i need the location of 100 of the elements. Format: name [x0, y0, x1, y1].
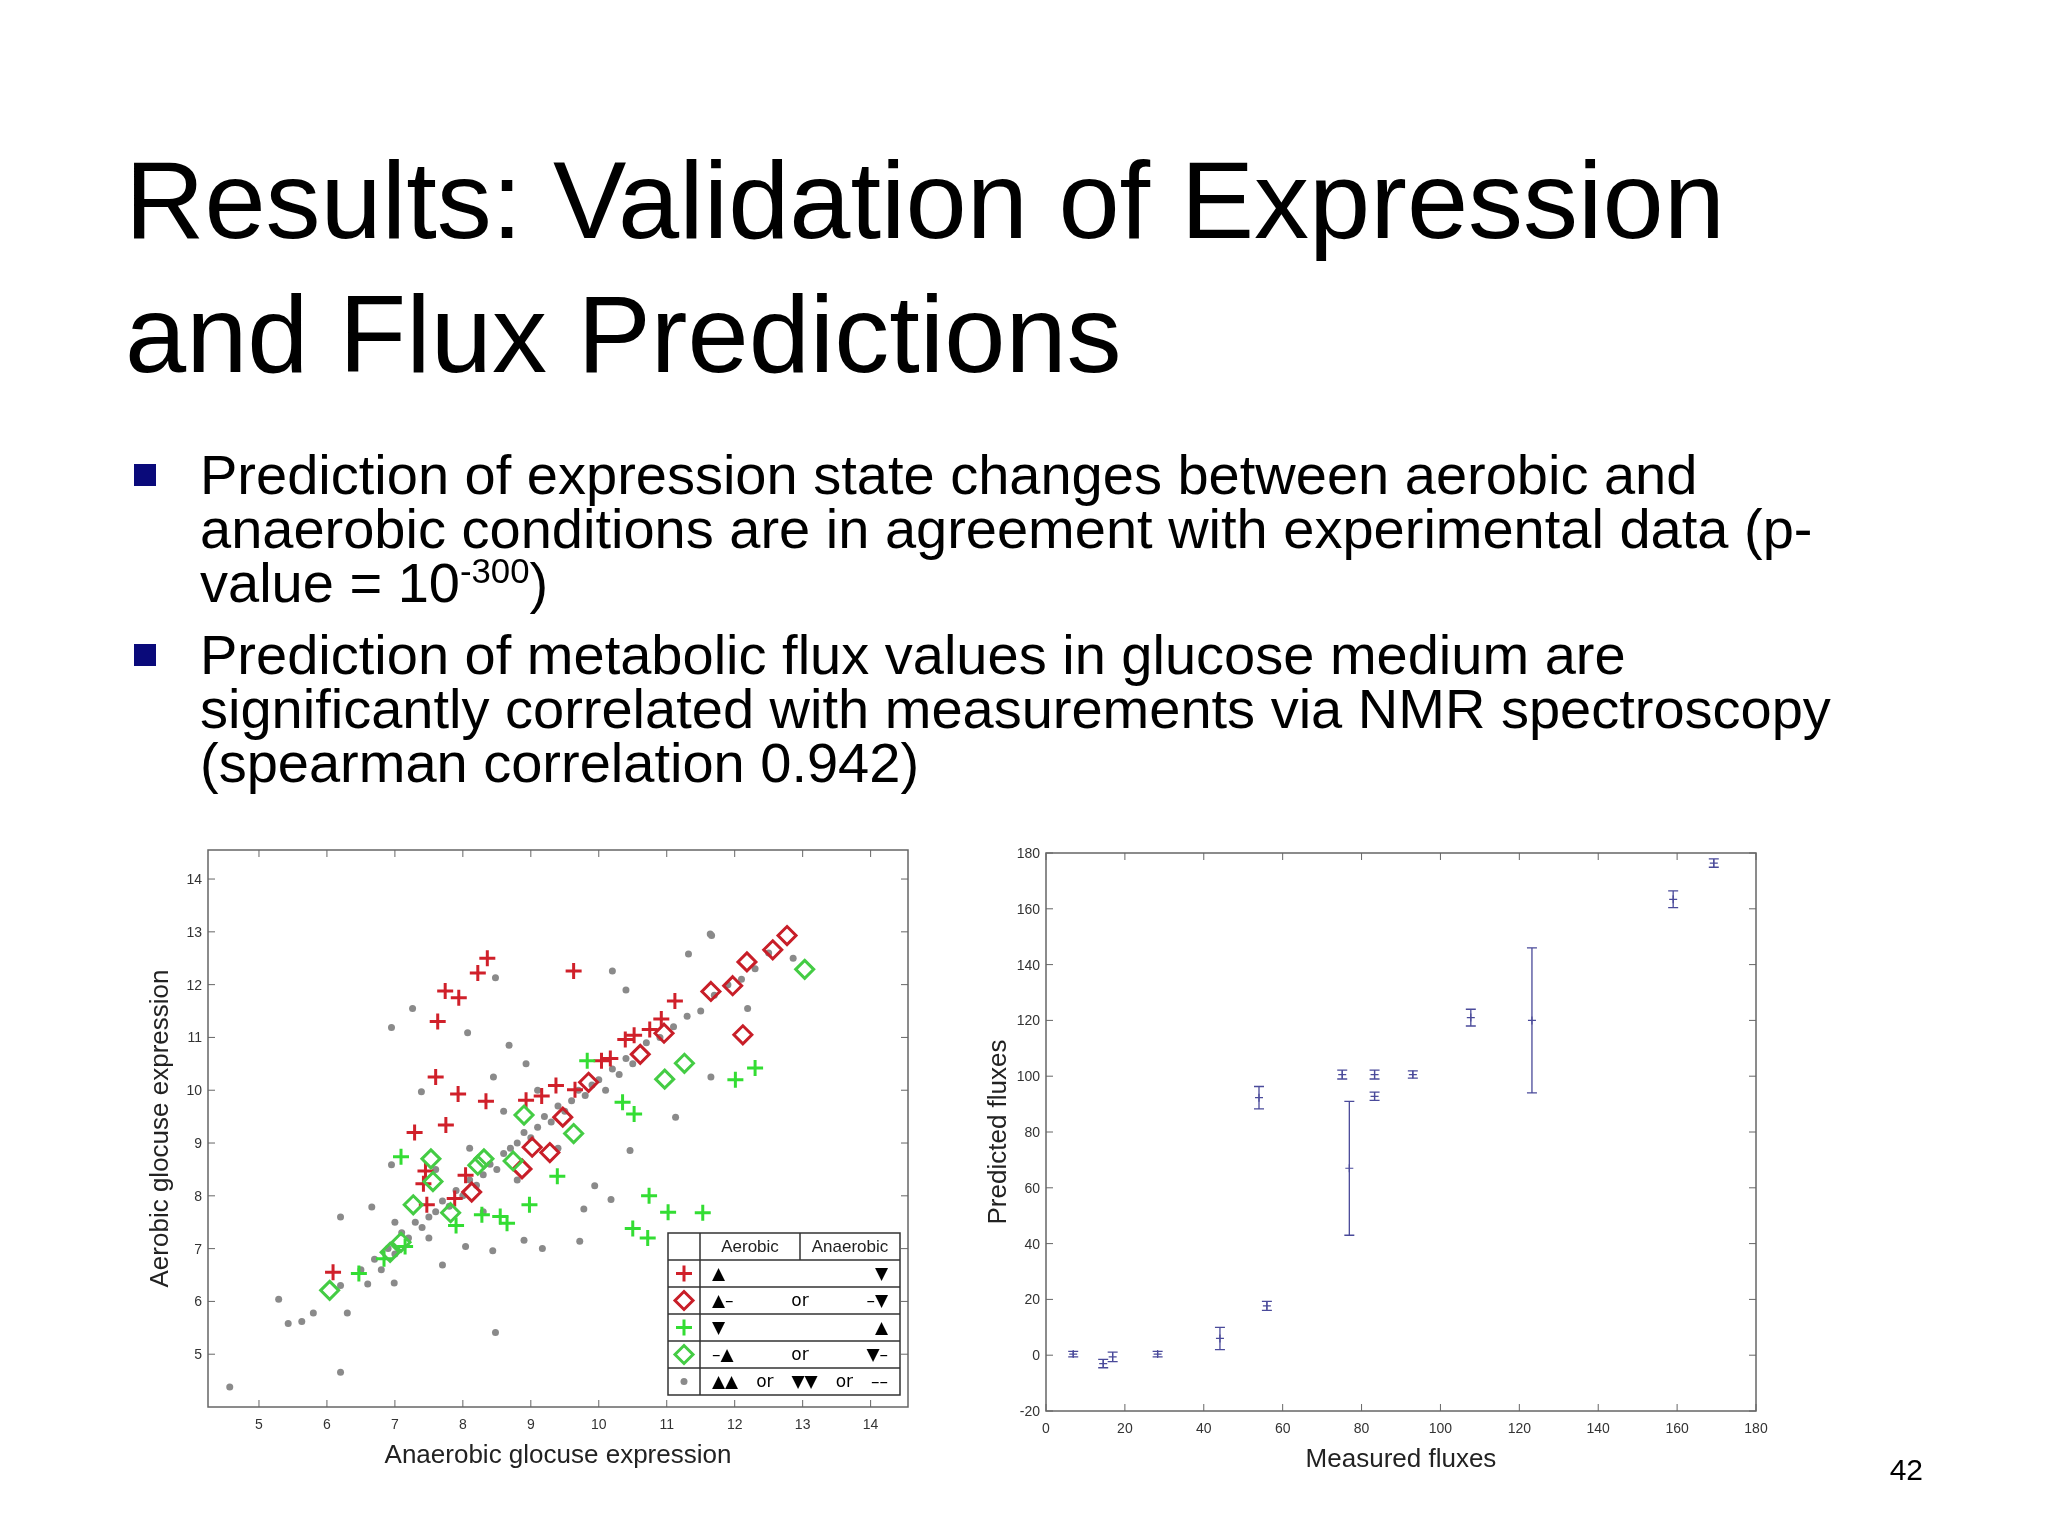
- y-tick-label: 60: [1024, 1179, 1041, 1196]
- x-tick-label: 140: [1586, 1420, 1611, 1436]
- point: [473, 1148, 495, 1170]
- x-tick-label: 5: [255, 1416, 264, 1432]
- point: [456, 1165, 476, 1185]
- point: [794, 958, 816, 980]
- point: [745, 1058, 765, 1078]
- point: [722, 975, 744, 997]
- x-axis-title: Measured fluxes: [1305, 1443, 1497, 1473]
- x-tick-label: 10: [590, 1416, 607, 1432]
- point: [519, 1195, 539, 1215]
- point: [446, 1215, 466, 1235]
- x-axis-title: Anaerobic glocuse expression: [384, 1439, 732, 1469]
- point: [600, 1049, 620, 1069]
- point: [390, 1231, 412, 1253]
- point: [349, 1263, 369, 1283]
- annotation: Aerobic: [721, 1237, 780, 1256]
- y-tick-label: 9: [194, 1135, 203, 1152]
- point: [516, 1090, 536, 1110]
- point: [435, 981, 455, 1001]
- point: [615, 1030, 635, 1050]
- y-tick-label: 20: [1024, 1291, 1041, 1308]
- text: Prediction of expression state changes between aerobic and anaerobic conditions are in agreement with experimental data (p-value = 10$^{-300}$): [200, 443, 1813, 614]
- legend-label: ▲– or –▼: [712, 1290, 889, 1310]
- text: Prediction of metabolic flux values in glucose medium are significantly correlated with measurements via NMR spectroscopy (spearman correlation 0.942): [200, 623, 1831, 794]
- point: [552, 1106, 574, 1128]
- x-tick-label: 80: [1353, 1420, 1370, 1436]
- y-tick-label: 5: [194, 1346, 203, 1363]
- point: [502, 1150, 524, 1172]
- point: [658, 1202, 678, 1222]
- point: [461, 1181, 483, 1203]
- x-tick-label: 40: [1195, 1420, 1212, 1436]
- y-tick-label: 12: [186, 976, 203, 993]
- x-tick-label: 120: [1507, 1420, 1532, 1436]
- legend-label: ▼ ▲: [712, 1317, 889, 1337]
- annotation: Anaerobic: [811, 1237, 889, 1256]
- point: [725, 1070, 745, 1090]
- point: [547, 1166, 567, 1186]
- point: [323, 1262, 343, 1282]
- y-tick-label: 8: [194, 1187, 203, 1204]
- y-tick-label: 6: [194, 1293, 203, 1310]
- point: [440, 1202, 462, 1224]
- point: [564, 961, 584, 981]
- x-tick-label: 160: [1665, 1420, 1689, 1436]
- point: [449, 988, 469, 1008]
- point: [420, 1148, 442, 1170]
- point: [665, 991, 685, 1011]
- point: [467, 1154, 489, 1176]
- point: [521, 1136, 543, 1158]
- point: [638, 1228, 658, 1248]
- point: [613, 1092, 633, 1112]
- x-tick-label: 60: [1274, 1420, 1291, 1436]
- point: [592, 1051, 611, 1071]
- x-tick-label: 7: [390, 1416, 399, 1432]
- point: [448, 1084, 468, 1104]
- y-tick-label: 140: [1016, 956, 1041, 973]
- point: [762, 939, 784, 961]
- x-tick-label: 180: [1744, 1420, 1768, 1436]
- point: [563, 1123, 585, 1145]
- y-tick-label: 120: [1016, 1012, 1041, 1029]
- y-tick-label: 10: [186, 1082, 203, 1099]
- x-tick-label: 11: [659, 1416, 675, 1432]
- y-tick-label: 80: [1024, 1124, 1041, 1140]
- y-tick-label: 7: [194, 1240, 203, 1257]
- x-tick-label: 0: [1042, 1420, 1051, 1436]
- point: [445, 1188, 465, 1208]
- point: [391, 1147, 411, 1167]
- point: [736, 951, 758, 973]
- point: [1215, 1333, 1225, 1344]
- point: [639, 1186, 659, 1206]
- point: [640, 1020, 660, 1040]
- point: [436, 1115, 456, 1135]
- point: [532, 1086, 552, 1106]
- point: [776, 925, 798, 947]
- y-axis-title: Predicted fluxes: [982, 1039, 1012, 1225]
- legend-label: ▲▲ or ▼▼ or ––: [712, 1371, 888, 1391]
- point: [653, 1022, 675, 1044]
- y-tick-label: 0: [1032, 1347, 1041, 1364]
- y-tick-label: 13: [186, 923, 203, 940]
- point: [405, 1122, 425, 1142]
- point: [402, 1194, 424, 1216]
- x-tick-label: 20: [1117, 1420, 1133, 1436]
- x-tick-label: 9: [526, 1416, 535, 1432]
- point: [700, 980, 722, 1002]
- point: [629, 1043, 651, 1065]
- x-tick-label: 12: [726, 1416, 743, 1432]
- point: [539, 1142, 561, 1164]
- point: [623, 1219, 643, 1239]
- point: [417, 1195, 437, 1215]
- y-tick-label: -20: [1019, 1403, 1041, 1419]
- point: [428, 1012, 448, 1032]
- text: 42: [1889, 1453, 1923, 1486]
- x-tick-label: 100: [1428, 1420, 1453, 1436]
- point: [577, 1051, 597, 1071]
- point: [468, 963, 488, 983]
- point: [422, 1171, 444, 1193]
- text: Results: Validation of Expression and Flux Predictions: [125, 138, 1725, 395]
- y-tick-label: 14: [186, 871, 203, 888]
- point: [578, 1071, 600, 1093]
- point: [673, 1052, 695, 1074]
